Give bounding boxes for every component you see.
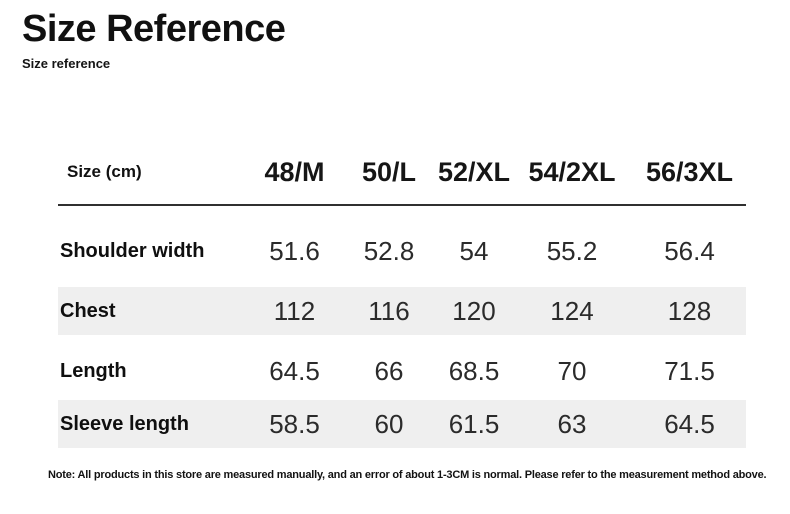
- measurement-note: Note: All products in this store are mea…: [48, 469, 767, 481]
- table-row: Length 64.5 66 68.5 70 71.5: [58, 342, 746, 400]
- page-title: Size Reference: [22, 8, 286, 50]
- size-column-header: 52/XL: [437, 156, 511, 187]
- size-column-header: 56/3XL: [645, 156, 734, 187]
- size-table: Size (cm) 48/M 50/L 52/XL 54/2XL 56/3XL Shou…: [58, 140, 746, 448]
- size-value: 54: [459, 235, 489, 266]
- table-row: Chest 112 116 120 124 128: [58, 287, 746, 335]
- size-value: 58.5: [269, 408, 320, 439]
- page-subtitle: Size reference: [22, 56, 111, 71]
- size-value: 56.4: [664, 235, 715, 266]
- size-value: 68.5: [448, 355, 500, 386]
- size-value: 116: [368, 295, 410, 326]
- size-value: 52.8: [363, 235, 415, 266]
- size-column-header: 54/2XL: [528, 156, 616, 187]
- size-value: 70: [557, 355, 587, 386]
- size-value: 63: [557, 408, 587, 439]
- size-value: 112: [273, 295, 316, 326]
- size-table-body: Shoulder width 51.6 52.8 54 55.2 56.4 Chest 112…: [58, 222, 746, 448]
- size-column-header: 50/L: [361, 156, 417, 187]
- table-row: Sleeve length 58.5 60 61.5 63 64.5: [58, 400, 746, 448]
- size-value: 51.6: [269, 235, 320, 266]
- table-row: Shoulder width 51.6 52.8 54 55.2 56.4: [58, 222, 746, 280]
- size-value: 120: [452, 295, 496, 326]
- size-unit-header: Size (cm): [67, 162, 142, 181]
- row-label: Sleeve length: [60, 412, 189, 435]
- size-table-header-row: Size (cm) 48/M 50/L 52/XL 54/2XL 56/3XL: [58, 140, 746, 204]
- size-value: 66: [374, 355, 404, 386]
- header-divider: [58, 204, 746, 206]
- size-column-header: 48/M: [264, 156, 325, 187]
- size-value: 64.5: [269, 355, 320, 386]
- size-value: 71.5: [664, 355, 715, 386]
- row-label: Length: [60, 359, 127, 382]
- size-value: 124: [550, 295, 594, 326]
- size-value: 128: [667, 295, 712, 326]
- row-label: Chest: [60, 299, 116, 322]
- size-value: 60: [374, 408, 404, 439]
- row-label: Shoulder width: [60, 239, 205, 262]
- size-value: 64.5: [664, 408, 715, 439]
- size-value: 55.2: [546, 235, 598, 266]
- size-value: 61.5: [448, 408, 500, 439]
